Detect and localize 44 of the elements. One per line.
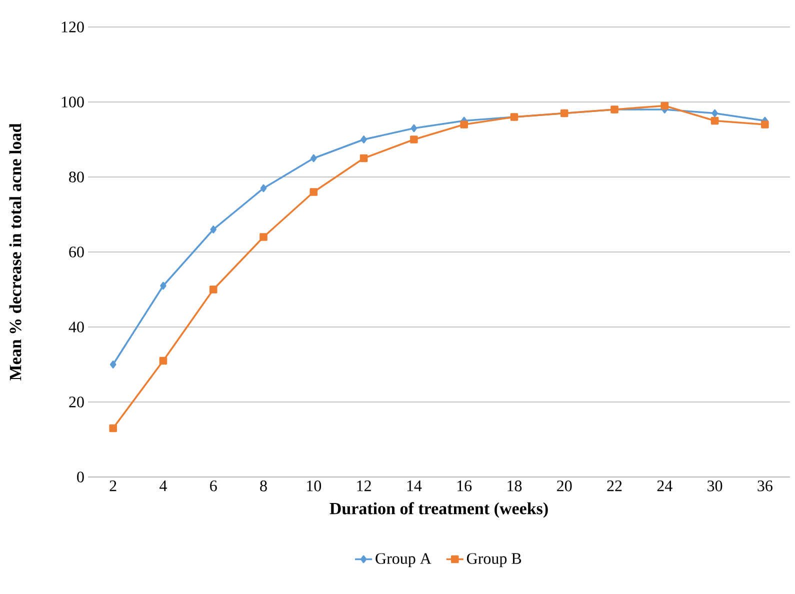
x-tick-label: 8 (260, 480, 267, 492)
x-tick-label: 24 (657, 480, 672, 492)
point (310, 154, 317, 162)
x-tick-label: 18 (508, 480, 522, 492)
point (110, 360, 116, 368)
y-tick-label: 60 (69, 246, 84, 258)
point (410, 136, 418, 144)
x-tick-label: 12 (357, 480, 371, 492)
point (761, 120, 769, 128)
y-tick-label: 40 (68, 322, 84, 332)
point (460, 120, 468, 128)
y-tick-label: 100 (62, 96, 84, 108)
x-tick-label: 10 (307, 480, 322, 492)
x-tick-label: 6 (210, 480, 217, 492)
point (210, 226, 217, 234)
point (260, 184, 267, 192)
x-tick-label: 4 (160, 480, 167, 492)
point (660, 102, 669, 110)
point (109, 424, 117, 432)
y-axis-title: Mean % decrease in total acne load (9, 123, 22, 380)
legend-label: Group A (376, 553, 432, 568)
x-tick-label: 14 (407, 480, 422, 492)
point (360, 136, 367, 144)
y-tick-label: 0 (77, 472, 84, 482)
x-tick-label: 16 (457, 480, 472, 492)
point (712, 109, 718, 118)
legend-label: Group B (466, 553, 522, 568)
point (710, 116, 719, 125)
point (160, 282, 166, 290)
y-tick-label: 80 (69, 172, 84, 182)
point (360, 154, 368, 162)
x-tick-label: 30 (708, 480, 722, 492)
x-tick-label: 20 (557, 480, 572, 492)
y-tick-label: 20 (69, 396, 84, 408)
point (310, 188, 318, 196)
x-tick-label: 22 (607, 480, 622, 492)
point (209, 286, 218, 294)
x-tick-label: 2 (110, 480, 116, 492)
point (410, 124, 418, 132)
x-axis-title: Duration of treatment (weeks) (330, 502, 548, 518)
x-tick-label: 36 (758, 480, 772, 492)
point (260, 233, 268, 241)
y-tick-label: 120 (62, 22, 84, 32)
point (159, 356, 168, 365)
